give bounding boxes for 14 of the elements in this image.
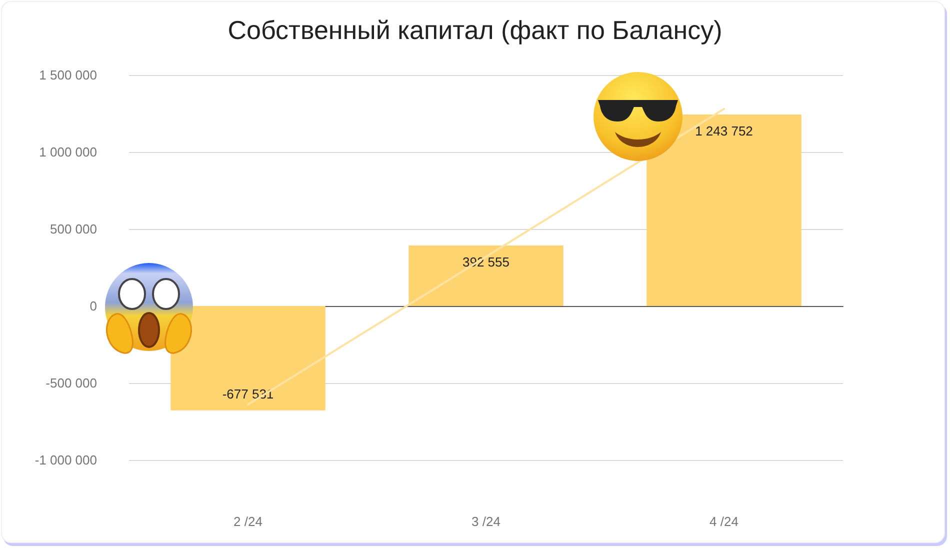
- bar: [646, 114, 802, 306]
- chart-title: Собственный капитал (факт по Балансу): [228, 15, 722, 45]
- y-tick-label: -1 000 000: [34, 452, 97, 468]
- x-tick-label: 4 /24: [710, 514, 738, 529]
- y-tick-label: 1 000 000: [39, 144, 97, 160]
- x-tick-label: 3 /24: [472, 514, 500, 529]
- x-tick-label: 2 /24: [234, 514, 262, 529]
- data-label: 1 243 752: [695, 123, 753, 138]
- bar: [408, 246, 564, 306]
- y-tick-label: 0: [90, 298, 97, 314]
- y-tick-label: 500 000: [50, 222, 97, 236]
- y-tick-label: -500 000: [46, 376, 97, 390]
- y-tick-label: 1 500 000: [39, 68, 97, 82]
- bar: [170, 306, 326, 410]
